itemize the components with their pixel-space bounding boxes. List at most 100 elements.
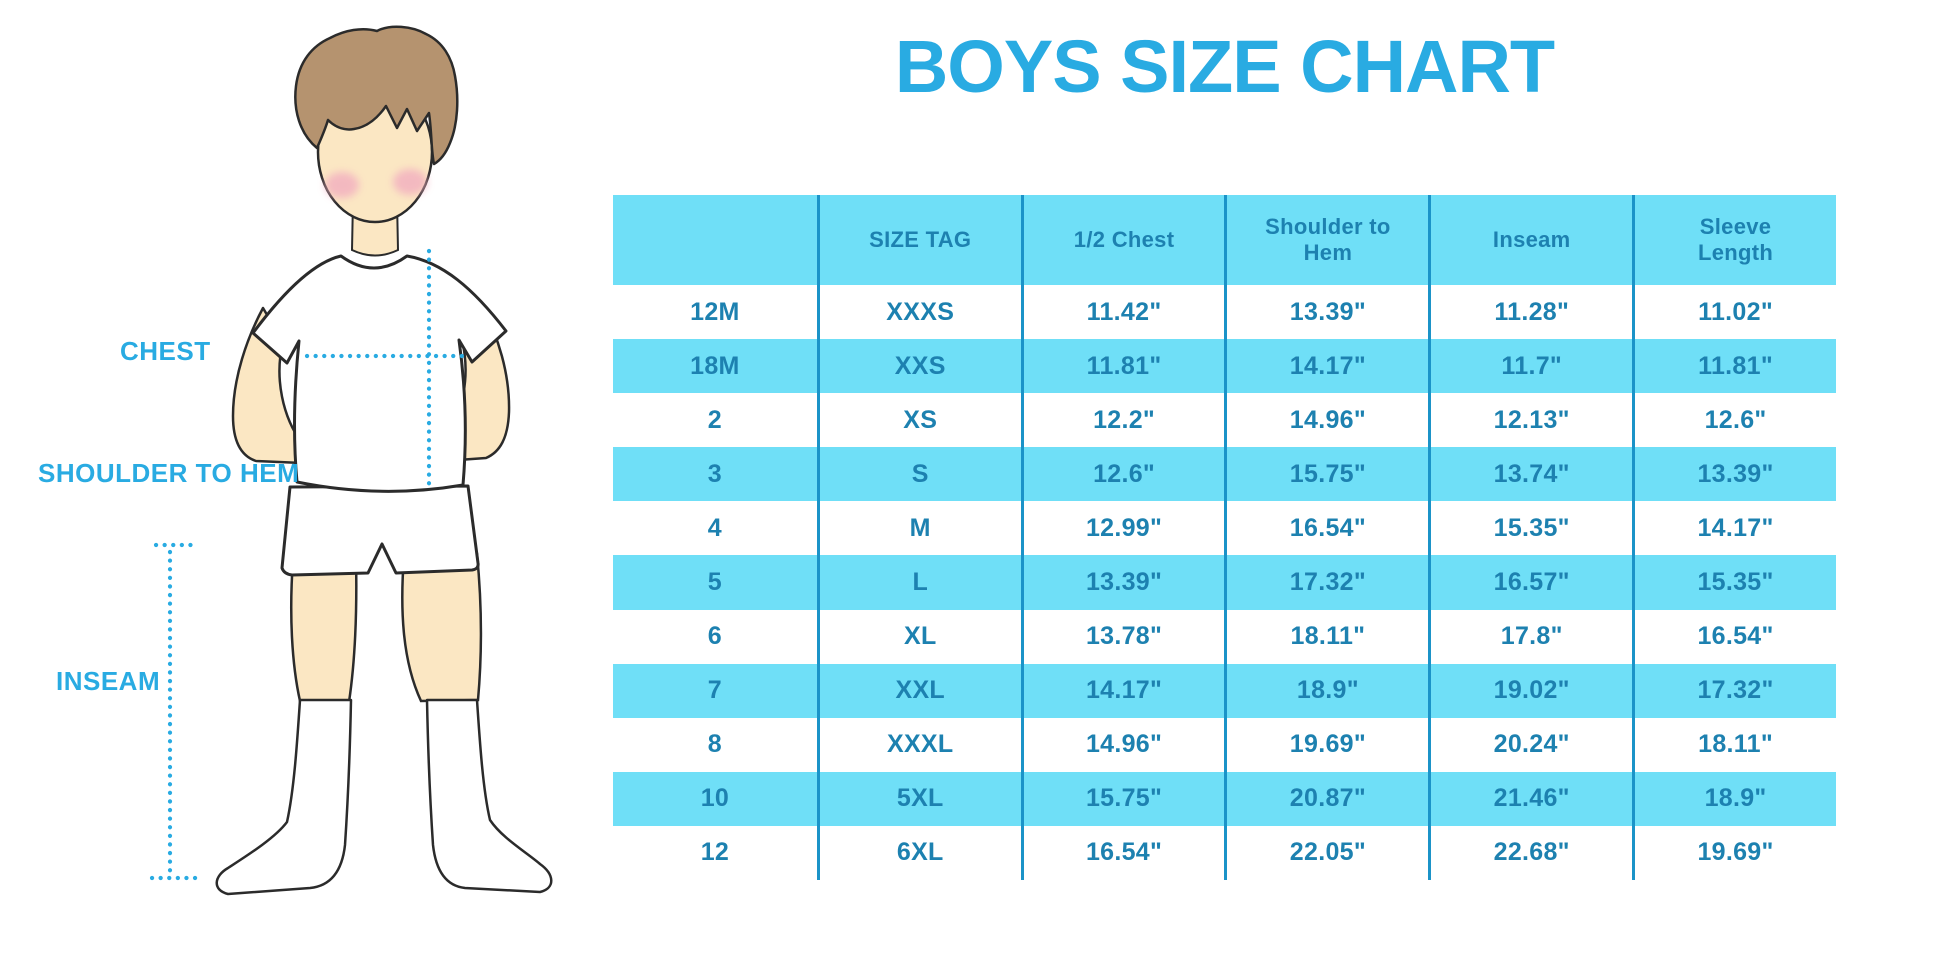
- cell-size-tag: XS: [816, 393, 1021, 448]
- cell-size: 7: [707, 676, 723, 705]
- table-header-row: SIZE TAG 1/2 Chest Shoulder to Hem Insea…: [613, 195, 1836, 285]
- boy-hair: [294, 25, 459, 166]
- cell-shoulder-to-hem: 14.96": [1224, 393, 1428, 448]
- cell-shoulder-to-hem: 15.75": [1224, 447, 1428, 502]
- cell-size: 12M: [690, 297, 740, 326]
- cell-sleeve-length: 11.81": [1632, 339, 1836, 394]
- cell-shoulder-to-hem: 20.87": [1224, 771, 1428, 826]
- table-row: 18M XXS 11.81" 14.17" 11.7" 11.81": [613, 339, 1836, 394]
- cell-size: 4: [707, 513, 723, 542]
- header-cell-sleeve-length: Sleeve Length: [1632, 195, 1836, 285]
- header-cell-size: [613, 195, 817, 285]
- cell-size-tag: XXXS: [816, 285, 1021, 340]
- table-row: 2 XS 12.2" 14.96" 12.13" 12.6": [613, 393, 1836, 448]
- cell-inseam: 12.13": [1428, 393, 1632, 448]
- cell-size-tag: 5XL: [816, 771, 1021, 826]
- cell-sleeve-length: 18.11": [1632, 717, 1836, 772]
- cell-half-chest: 16.54": [1020, 825, 1225, 881]
- table-row: 8 XXXL 14.96" 19.69" 20.24" 18.11": [613, 717, 1836, 772]
- header-cell-shoulder-to-hem: Shoulder to Hem: [1224, 195, 1428, 285]
- cell-size-tag: XXXL: [816, 717, 1021, 772]
- cell-sleeve-length: 16.54": [1632, 609, 1836, 664]
- cell-shoulder-to-hem: 16.54": [1224, 501, 1428, 556]
- chest-label: CHEST: [120, 336, 211, 366]
- cell-shoulder-to-hem: 13.39": [1224, 285, 1428, 340]
- boy-sock-right: [425, 698, 553, 894]
- boy-sock-left: [215, 698, 353, 896]
- header-cell-inseam: Inseam: [1428, 195, 1632, 285]
- cell-inseam: 17.8": [1428, 609, 1632, 664]
- cell-inseam: 19.02": [1428, 663, 1632, 718]
- cell-half-chest: 15.75": [1020, 771, 1225, 826]
- table-row: 7 XXL 14.17" 18.9" 19.02" 17.32": [613, 663, 1836, 718]
- table-row: 12 6XL 16.54" 22.05" 22.68" 19.69": [613, 825, 1836, 881]
- table-body: 12M XXXS 11.42" 13.39" 11.28" 11.02" 18M…: [613, 285, 1836, 881]
- header-cell-size-tag: SIZE TAG: [816, 195, 1021, 285]
- cell-half-chest: 14.96": [1020, 717, 1225, 772]
- cell-inseam: 20.24": [1428, 717, 1632, 772]
- cell-shoulder-to-hem: 18.11": [1224, 609, 1428, 664]
- cell-inseam: 13.74": [1428, 447, 1632, 502]
- cell-size-tag: L: [816, 555, 1021, 610]
- cell-inseam: 16.57": [1428, 555, 1632, 610]
- cell-shoulder-to-hem: 17.32": [1224, 555, 1428, 610]
- boy-shirt: [251, 254, 508, 493]
- cell-half-chest: 12.2": [1020, 393, 1225, 448]
- cell-half-chest: 13.78": [1020, 609, 1225, 664]
- boy-leg-right: [401, 552, 483, 703]
- cell-shoulder-to-hem: 14.17": [1224, 339, 1428, 394]
- cell-size-tag: XXL: [816, 663, 1021, 718]
- cell-half-chest: 13.39": [1020, 555, 1225, 610]
- cell-inseam: 21.46": [1428, 771, 1632, 826]
- page-title: BOYS SIZE CHART: [894, 25, 1555, 108]
- cell-inseam: 11.28": [1428, 285, 1632, 340]
- cell-size-tag: 6XL: [816, 825, 1021, 881]
- cell-size-tag: M: [816, 501, 1021, 556]
- cell-shoulder-to-hem: 22.05": [1224, 825, 1428, 881]
- cell-sleeve-length: 13.39": [1632, 447, 1836, 502]
- cell-size-tag: XXS: [816, 339, 1021, 394]
- cell-inseam: 15.35": [1428, 501, 1632, 556]
- table-row: 3 S 12.6" 15.75" 13.74" 13.39": [613, 447, 1836, 502]
- table-row: 6 XL 13.78" 18.11" 17.8" 16.54": [613, 609, 1836, 664]
- cell-sleeve-length: 18.9": [1632, 771, 1836, 826]
- cell-shoulder-to-hem: 18.9": [1224, 663, 1428, 718]
- cell-size: 8: [707, 730, 723, 759]
- table-row: 12M XXXS 11.42" 13.39" 11.28" 11.02": [613, 285, 1836, 340]
- cell-half-chest: 14.17": [1020, 663, 1225, 718]
- boy-measurement-illustration: [149, 25, 553, 896]
- boy-arm-left: [231, 306, 304, 465]
- shoulder-to-hem-label: SHOULDER TO HEM: [38, 458, 300, 488]
- table-row: 10 5XL 15.75" 20.87" 21.46" 18.9": [613, 771, 1836, 826]
- cell-inseam: 22.68": [1428, 825, 1632, 881]
- boy-cheek-left: [325, 172, 359, 198]
- cell-half-chest: 12.99": [1020, 501, 1225, 556]
- cell-half-chest: 11.81": [1020, 339, 1225, 394]
- cell-sleeve-length: 14.17": [1632, 501, 1836, 556]
- cell-size: 3: [707, 459, 723, 488]
- table-row: 5 L 13.39" 17.32" 16.57" 15.35": [613, 555, 1836, 610]
- cell-size: 2: [707, 405, 723, 434]
- cell-sleeve-length: 19.69": [1632, 825, 1836, 881]
- boy-cheek-right: [393, 169, 427, 195]
- cell-size-tag: S: [816, 447, 1021, 502]
- cell-size: 10: [700, 784, 730, 813]
- size-table: SIZE TAG 1/2 Chest Shoulder to Hem Insea…: [613, 195, 1836, 881]
- cell-half-chest: 12.6": [1020, 447, 1225, 502]
- measurement-lines: [149, 248, 466, 881]
- cell-size-tag: XL: [816, 609, 1021, 664]
- cell-sleeve-length: 12.6": [1632, 393, 1836, 448]
- cell-size: 5: [707, 568, 723, 597]
- cell-inseam: 11.7": [1428, 339, 1632, 394]
- boy-leg-left: [290, 556, 358, 704]
- cell-sleeve-length: 17.32": [1632, 663, 1836, 718]
- cell-shoulder-to-hem: 19.69": [1224, 717, 1428, 772]
- header-cell-half-chest: 1/2 Chest: [1020, 195, 1225, 285]
- cell-size: 12: [700, 838, 730, 867]
- inseam-label: INSEAM: [56, 666, 161, 696]
- cell-sleeve-length: 15.35": [1632, 555, 1836, 610]
- cell-size: 18M: [690, 351, 740, 380]
- boy-shorts: [280, 484, 480, 577]
- table-row: 4 M 12.99" 16.54" 15.35" 14.17": [613, 501, 1836, 556]
